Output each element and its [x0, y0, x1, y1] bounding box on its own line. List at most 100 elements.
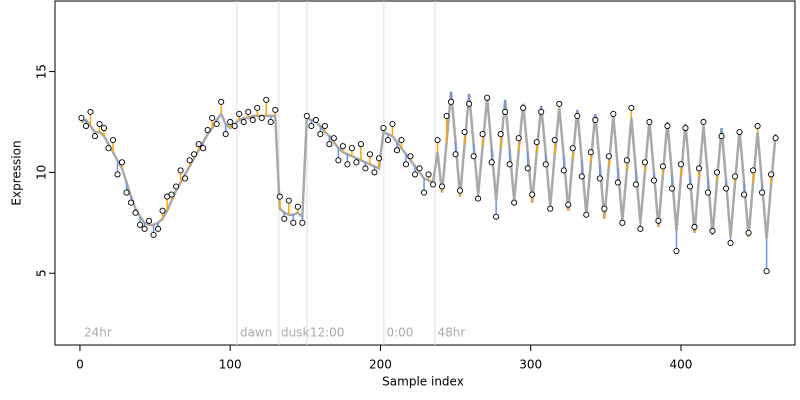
point: [718, 133, 725, 140]
point: [704, 189, 712, 196]
point: [321, 122, 328, 130]
annotation: 24hr: [84, 326, 112, 340]
y-tick-label: 10: [35, 165, 49, 180]
x-tick-label: 400: [670, 358, 693, 372]
point: [520, 104, 527, 111]
point: [768, 171, 775, 178]
point: [493, 213, 500, 220]
point: [276, 193, 283, 200]
point: [759, 189, 766, 196]
point: [371, 169, 378, 176]
point: [177, 167, 184, 174]
point: [524, 165, 531, 172]
point: [484, 94, 491, 101]
point: [628, 104, 635, 111]
point: [646, 118, 653, 126]
point: [619, 219, 626, 226]
point: [677, 161, 685, 168]
point: [407, 153, 414, 160]
point: [691, 223, 698, 230]
point: [402, 161, 410, 168]
point: [448, 98, 455, 105]
point: [182, 175, 189, 182]
point: [722, 185, 730, 192]
point: [659, 163, 666, 170]
x-tick-label: 300: [519, 358, 542, 372]
point: [420, 189, 428, 196]
point: [249, 116, 256, 124]
point: [560, 167, 567, 174]
point: [123, 189, 130, 196]
point: [303, 112, 310, 119]
point: [357, 141, 364, 148]
point: [87, 108, 94, 115]
point: [173, 183, 180, 190]
point: [416, 165, 423, 172]
point: [673, 247, 680, 255]
point: [475, 195, 482, 202]
point: [502, 108, 509, 115]
point: [587, 149, 594, 156]
point: [641, 159, 648, 166]
point: [344, 161, 351, 168]
point: [281, 215, 288, 222]
y-axis-label: Expression: [10, 140, 24, 205]
point: [353, 159, 360, 166]
point: [731, 173, 739, 180]
point: [222, 131, 229, 138]
point: [695, 165, 703, 172]
point: [741, 191, 748, 198]
point: [425, 171, 432, 178]
annotation: 48hr: [438, 326, 466, 340]
point: [308, 122, 315, 130]
point: [668, 185, 675, 192]
point: [637, 225, 644, 232]
point: [429, 181, 437, 188]
point: [515, 135, 522, 142]
point: [614, 179, 621, 186]
point: [267, 118, 274, 126]
x-tick-label: 0: [76, 358, 84, 372]
point: [623, 157, 630, 164]
point: [529, 191, 536, 198]
point: [118, 159, 126, 166]
point: [380, 124, 387, 132]
point: [263, 96, 270, 103]
point: [511, 199, 518, 206]
point: [127, 199, 135, 206]
point: [254, 104, 261, 111]
point: [285, 197, 292, 204]
point: [339, 143, 346, 150]
point: [772, 135, 779, 142]
point: [272, 106, 279, 113]
point: [736, 129, 743, 136]
point: [713, 169, 721, 176]
point: [682, 124, 689, 132]
point: [470, 153, 477, 160]
point: [650, 177, 657, 184]
point: [466, 100, 473, 107]
point: [583, 211, 590, 218]
point: [312, 116, 319, 124]
point: [601, 205, 608, 212]
point: [547, 205, 554, 212]
point: [294, 203, 301, 210]
point: [443, 112, 450, 119]
point: [393, 147, 401, 154]
point: [686, 183, 694, 190]
point: [317, 131, 324, 138]
point: [204, 127, 211, 134]
point: [236, 110, 243, 117]
point: [290, 219, 297, 226]
point: [330, 135, 337, 142]
point: [569, 145, 576, 152]
annotation: 12:00: [310, 326, 345, 340]
point: [750, 167, 757, 174]
point: [191, 151, 198, 158]
point: [497, 131, 504, 138]
point: [91, 133, 99, 140]
x-tick-label: 100: [219, 358, 242, 372]
point: [578, 173, 585, 180]
point: [150, 231, 157, 238]
point: [375, 155, 382, 162]
